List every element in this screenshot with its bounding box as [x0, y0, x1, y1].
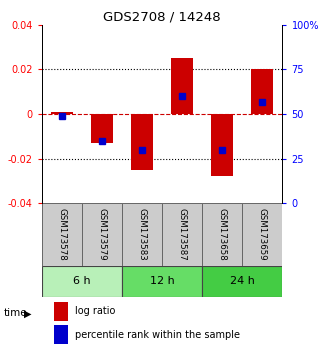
Bar [162, 203, 202, 266]
Title: GDS2708 / 14248: GDS2708 / 14248 [103, 11, 221, 24]
Text: GSM173659: GSM173659 [258, 208, 267, 261]
Bar [54, 325, 68, 344]
Text: GSM173583: GSM173583 [137, 208, 147, 261]
Bar [54, 302, 68, 321]
Bar [251, 69, 273, 114]
Text: ▶: ▶ [24, 308, 31, 318]
Text: time: time [3, 308, 27, 318]
Text: 6 h: 6 h [73, 276, 91, 286]
Text: GSM173578: GSM173578 [57, 208, 66, 261]
Bar [42, 266, 122, 297]
Bar [91, 114, 113, 143]
Bar [42, 203, 82, 266]
Text: log ratio: log ratio [75, 306, 116, 316]
Bar [202, 203, 242, 266]
Text: GSM173587: GSM173587 [178, 208, 187, 261]
Text: GSM173658: GSM173658 [218, 208, 227, 261]
Bar [82, 203, 122, 266]
Text: 12 h: 12 h [150, 276, 175, 286]
Bar [122, 266, 202, 297]
Bar [171, 58, 193, 114]
Text: 24 h: 24 h [230, 276, 255, 286]
Bar [242, 203, 282, 266]
Bar [202, 266, 282, 297]
Bar [122, 203, 162, 266]
Bar [211, 114, 233, 176]
Text: GSM173579: GSM173579 [97, 208, 107, 261]
Bar [131, 114, 153, 170]
Bar [51, 112, 73, 114]
Text: percentile rank within the sample: percentile rank within the sample [75, 330, 240, 340]
